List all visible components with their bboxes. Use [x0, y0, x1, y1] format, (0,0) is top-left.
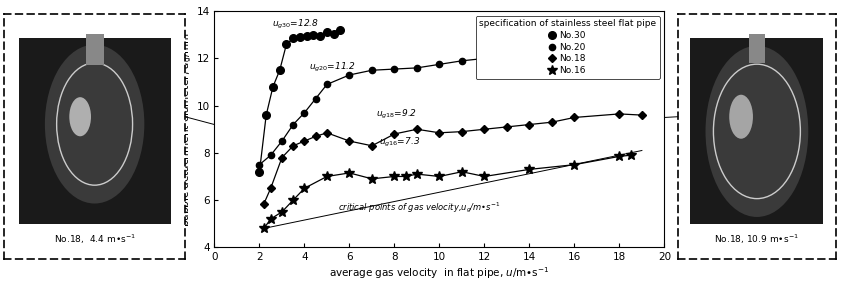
Text: $u_{g16}$=7.3: $u_{g16}$=7.3 [378, 136, 420, 149]
Text: $u_{g18}$=9.2: $u_{g18}$=9.2 [377, 108, 417, 121]
Bar [690, 38, 823, 224]
Text: critical points of gas velocity,$u_{g}$/m•s$^{-1}$: critical points of gas velocity,$u_{g}$/… [338, 201, 500, 215]
Y-axis label: bubble detachment diameter, $d_{\rm g}$/mm: bubble detachment diameter, $d_{\rm g}$/… [179, 32, 193, 227]
Text: No.18, 10.9 m•s$^{-1}$: No.18, 10.9 m•s$^{-1}$ [715, 233, 799, 246]
Ellipse shape [45, 45, 145, 203]
Bar [19, 38, 171, 224]
Ellipse shape [706, 46, 808, 217]
Legend: No.30, No.20, No.18, No.16: No.30, No.20, No.18, No.16 [475, 16, 660, 79]
Ellipse shape [69, 97, 91, 136]
Bar [749, 34, 764, 63]
Text: $u_{g30}$=12.8: $u_{g30}$=12.8 [272, 18, 319, 31]
Ellipse shape [729, 95, 753, 139]
Text: No.18,  4.4 m•s$^{-1}$: No.18, 4.4 m•s$^{-1}$ [54, 233, 135, 246]
Bar [86, 34, 103, 65]
Text: $u_{g20}$=11.2: $u_{g20}$=11.2 [309, 60, 356, 74]
X-axis label: average gas velocity  in flat pipe, $u$/m•s$^{-1}$: average gas velocity in flat pipe, $u$/m… [329, 265, 550, 281]
